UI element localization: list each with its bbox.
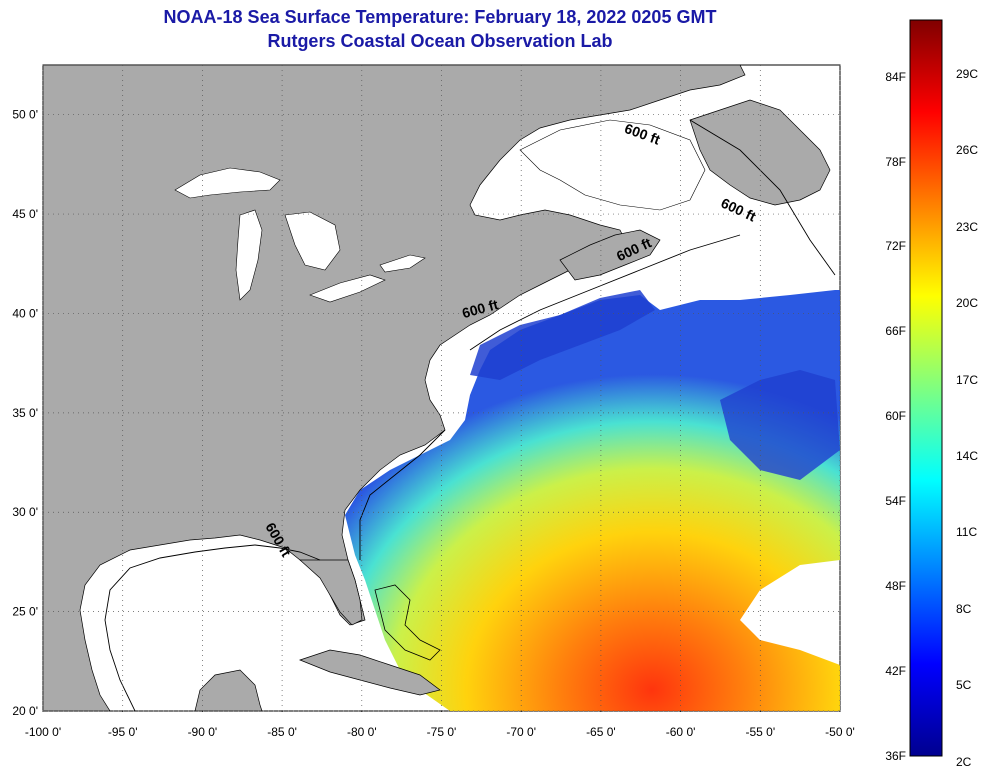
colorbar-celsius-label: 20C xyxy=(956,296,979,311)
lat-tick-label: 20 0' xyxy=(12,704,38,718)
map-title: NOAA-18 Sea Surface Temperature: Februar… xyxy=(163,7,717,27)
sst-data-region xyxy=(345,290,840,711)
bahamas-outline xyxy=(374,584,441,661)
colorbar-fahrenheit-label: 66F xyxy=(885,324,906,339)
colorbar-celsius-label: 17C xyxy=(956,372,979,387)
lon-tick-label: -90 0' xyxy=(188,725,218,739)
lake-michigan xyxy=(235,209,263,301)
lat-tick-label: 35 0' xyxy=(12,406,38,420)
colorbar-celsius-label: 14C xyxy=(956,448,979,463)
colorbar-celsius-label: 23C xyxy=(956,219,979,234)
lon-tick-label: -60 0' xyxy=(666,725,696,739)
cold-water-patch xyxy=(470,290,655,380)
colorbar xyxy=(909,19,943,757)
colorbar-celsius-label: 11C xyxy=(956,525,978,540)
map-subtitle: Rutgers Coastal Ocean Observation Lab xyxy=(267,31,613,51)
colorbar-fahrenheit-label: 42F xyxy=(885,664,906,679)
colorbar-celsius-label: 2C xyxy=(956,754,972,769)
lat-tick-label: 40 0' xyxy=(12,306,38,320)
depth-contour xyxy=(359,429,446,560)
lat-tick-label: 30 0' xyxy=(12,505,38,519)
lon-tick-label: -85 0' xyxy=(267,725,297,739)
cold-water-patch xyxy=(720,370,840,480)
depth-contour xyxy=(104,544,321,711)
colorbar-fahrenheit-label: 78F xyxy=(885,154,906,169)
colorbar-fahrenheit-label: 48F xyxy=(885,579,906,594)
lon-tick-label: -55 0' xyxy=(745,725,775,739)
lon-tick-label: -95 0' xyxy=(108,725,138,739)
colorbar-celsius-label: 26C xyxy=(956,143,979,158)
colorbar-fahrenheit-label: 36F xyxy=(885,749,906,763)
colorbar-celsius-label: 29C xyxy=(956,66,979,81)
lon-tick-label: -65 0' xyxy=(586,725,616,739)
depth-contour xyxy=(689,119,836,276)
colorbar-fahrenheit-label: 72F xyxy=(885,239,906,254)
longitude-labels: -100 0' -95 0' -90 0' -85 0' -80 0' -75 0' -70… xyxy=(25,725,855,739)
lat-lon-grid xyxy=(42,65,841,716)
colorbar-fahrenheit-label: 54F xyxy=(885,494,906,509)
lat-tick-label: 45 0' xyxy=(12,207,38,221)
lon-tick-label: -100 0' xyxy=(25,725,61,739)
lon-tick-label: -80 0' xyxy=(347,725,377,739)
newfoundland-land xyxy=(689,99,831,206)
depth-contour xyxy=(469,234,741,351)
lon-tick-label: -75 0' xyxy=(427,725,457,739)
colorbar-celsius-label: 5C xyxy=(956,678,972,693)
lake-huron xyxy=(284,211,341,271)
nova-scotia-land xyxy=(559,229,661,281)
colorbar-fahrenheit-label: 84F xyxy=(885,69,906,84)
colorbar-fahrenheit-label: 60F xyxy=(885,409,906,424)
lon-tick-label: -70 0' xyxy=(506,725,536,739)
north-america-land xyxy=(43,65,746,711)
latitude-labels: 50 0' 45 0' 40 0' 35 0' 30 0' 25 0' 20 0' xyxy=(12,108,38,718)
lake-erie xyxy=(309,274,386,303)
lake-superior xyxy=(174,167,281,199)
lat-tick-label: 50 0' xyxy=(12,108,38,122)
lat-tick-label: 25 0' xyxy=(12,605,38,619)
st-lawrence-gulf xyxy=(519,119,706,211)
yucatan-land xyxy=(194,669,263,711)
cuba-land xyxy=(298,649,441,696)
lake-ontario xyxy=(379,254,426,273)
lon-tick-label: -50 0' xyxy=(825,725,855,739)
colorbar-celsius-label: 8C xyxy=(956,601,972,616)
